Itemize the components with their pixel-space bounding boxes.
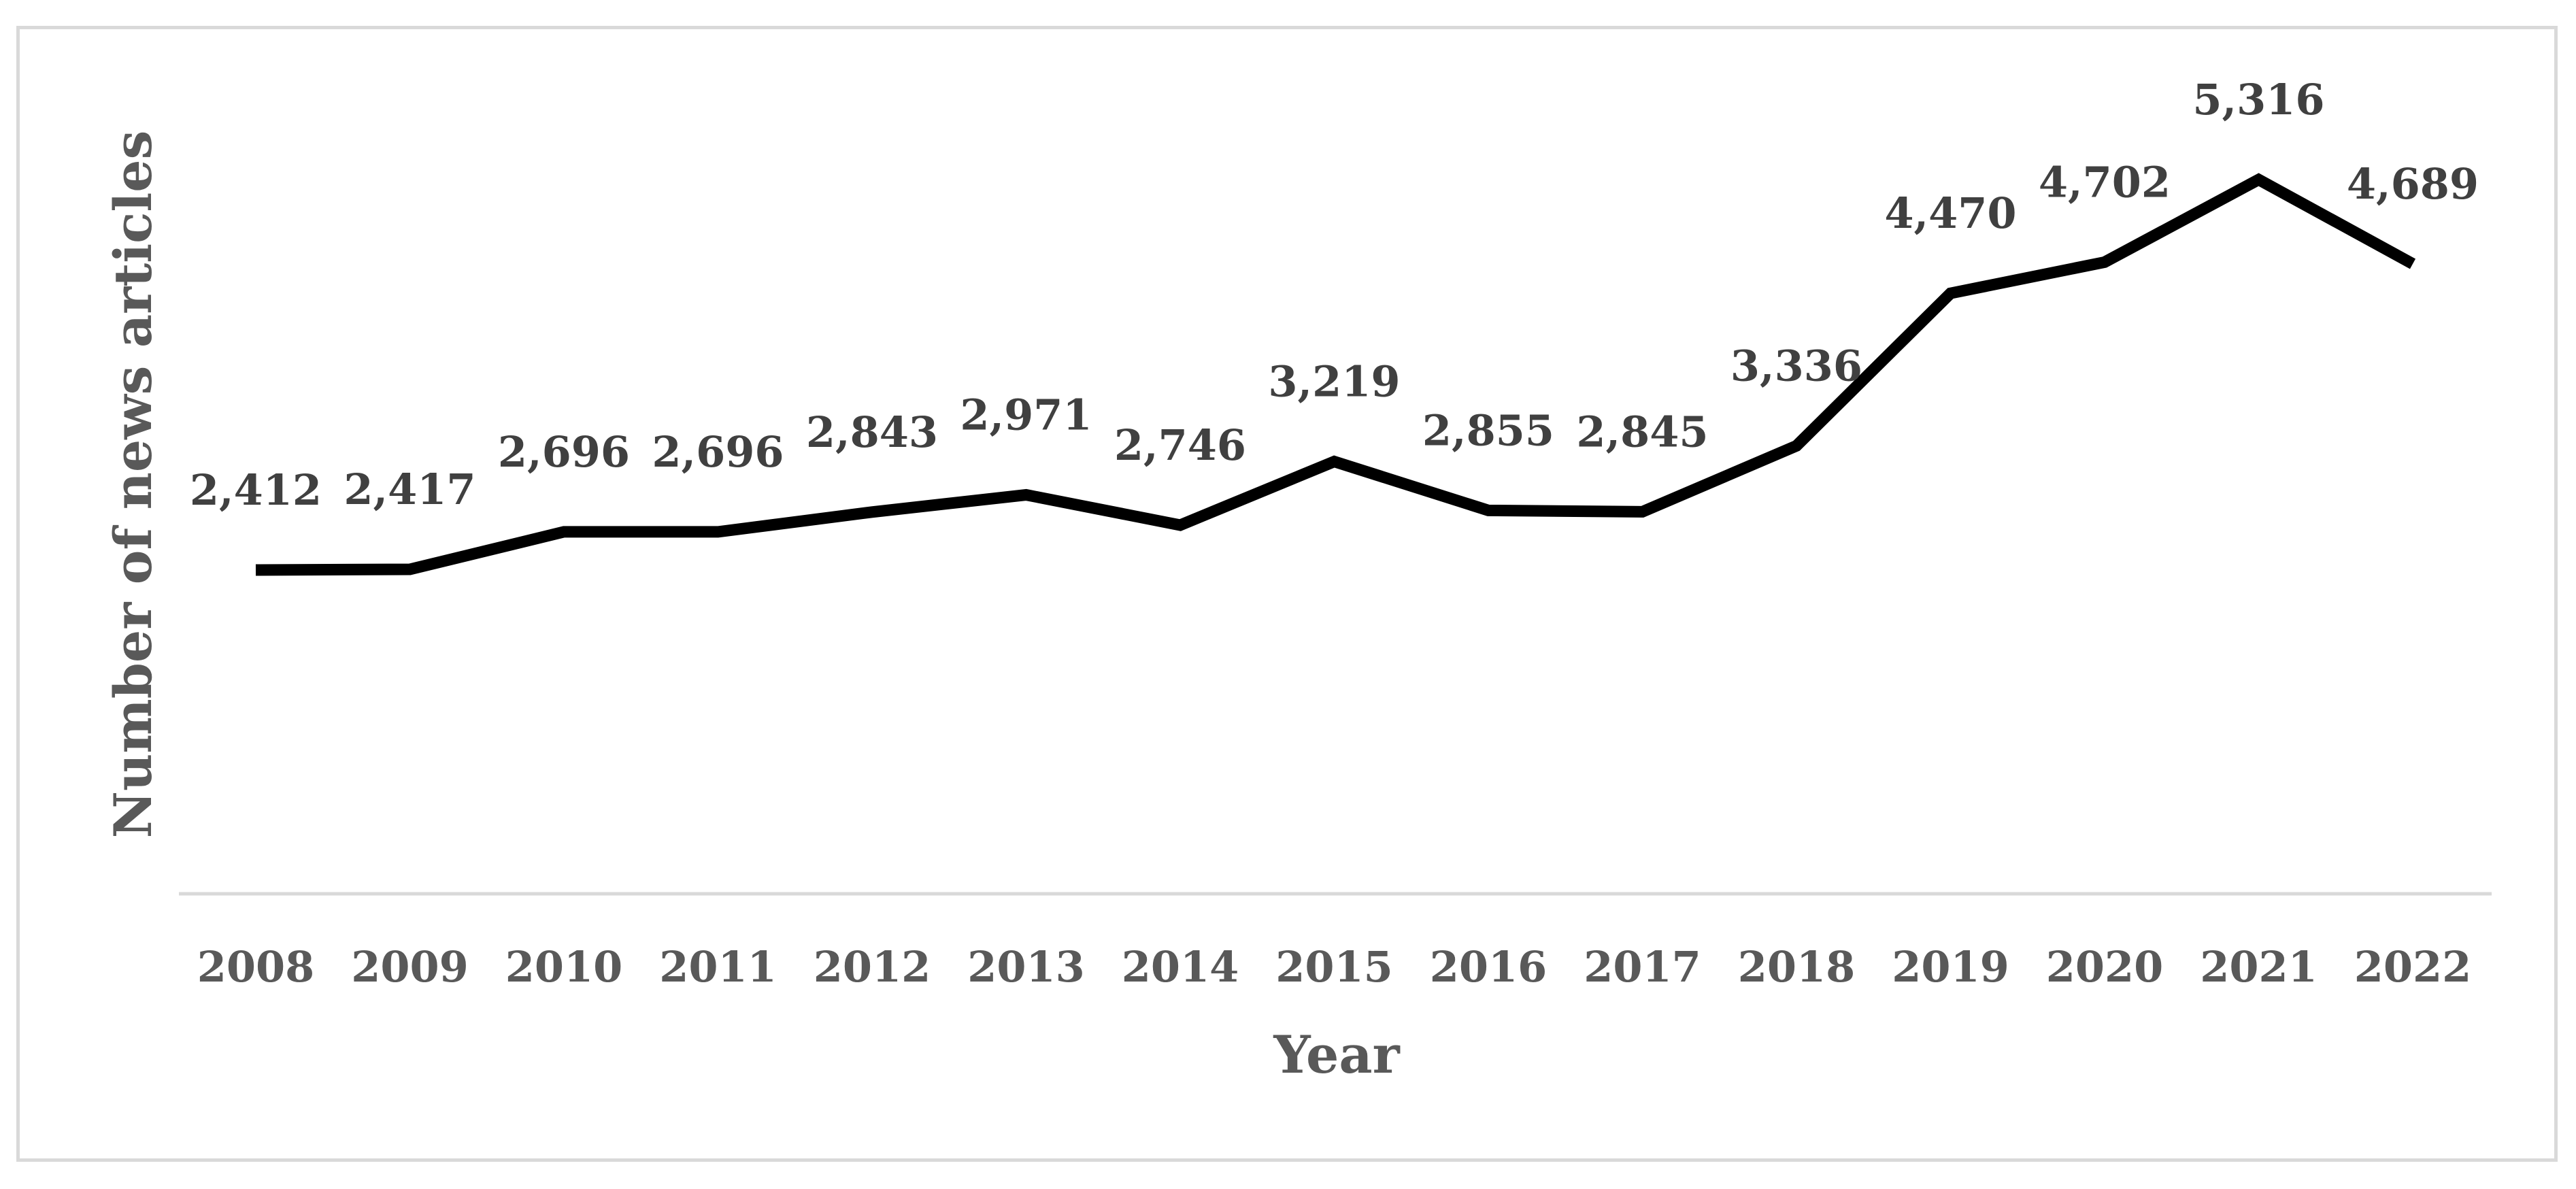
data-label-2011: 2,696 — [652, 427, 784, 477]
data-label-2014: 2,746 — [1114, 420, 1246, 470]
x-tick-label-2018: 2018 — [1738, 942, 1856, 992]
data-label-2018: 3,336 — [1730, 341, 1862, 390]
x-tick-label-2016: 2016 — [1430, 942, 1548, 992]
y-axis-title: Number of news articles — [103, 131, 163, 839]
chart-frame — [16, 26, 2558, 1162]
x-axis-title: Year — [1273, 1024, 1400, 1085]
data-label-2015: 3,219 — [1268, 357, 1400, 407]
data-label-2013: 2,971 — [960, 390, 1092, 440]
x-tick-label-2012: 2012 — [814, 942, 931, 992]
data-label-2008: 2,412 — [190, 465, 322, 515]
x-tick-label-2020: 2020 — [2046, 942, 2164, 992]
data-label-2010: 2,696 — [498, 427, 630, 477]
data-label-2020: 4,702 — [2039, 157, 2171, 207]
data-label-2021: 5,316 — [2192, 75, 2324, 124]
x-tick-label-2009: 2009 — [351, 942, 469, 992]
series-line — [255, 173, 2416, 576]
x-tick-label-2013: 2013 — [967, 942, 1085, 992]
data-label-2009: 2,417 — [344, 465, 475, 514]
x-tick-label-2010: 2010 — [505, 942, 623, 992]
x-tick-label-2008: 2008 — [197, 942, 315, 992]
x-tick-label-2011: 2011 — [659, 942, 777, 992]
data-label-2017: 2,845 — [1576, 407, 1708, 456]
x-tick-label-2022: 2022 — [2354, 942, 2472, 992]
x-tick-label-2015: 2015 — [1275, 942, 1393, 992]
x-tick-label-2014: 2014 — [1122, 942, 1239, 992]
data-label-2022: 4,689 — [2347, 159, 2479, 209]
data-label-2016: 2,855 — [1422, 405, 1554, 455]
data-label-2012: 2,843 — [806, 407, 938, 457]
x-tick-label-2021: 2021 — [2200, 942, 2318, 992]
x-tick-labels: 2008 2009 2010 2011 2012 2013 2014 2015 2016 2017… — [197, 942, 2472, 992]
x-tick-label-2019: 2019 — [1892, 942, 2009, 992]
data-label-2019: 4,470 — [1884, 188, 2016, 238]
x-tick-label-2017: 2017 — [1584, 942, 1701, 992]
data-labels: 2,412 2,417 2,696 2,696 2,843 2,971 2,746 3,219… — [190, 75, 2479, 515]
